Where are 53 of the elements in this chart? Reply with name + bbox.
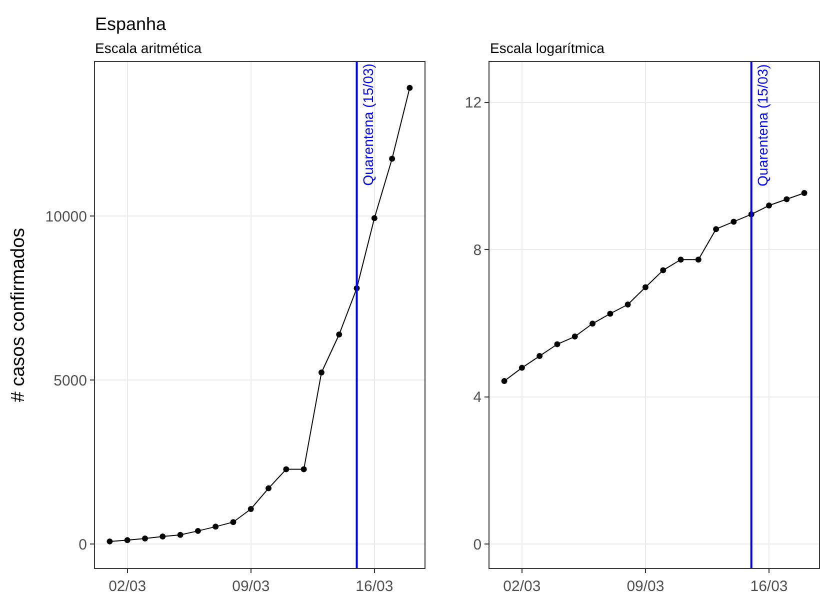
chart-subtitle: Escala aritmética bbox=[95, 40, 202, 56]
point bbox=[371, 215, 378, 222]
point bbox=[248, 506, 254, 512]
point bbox=[590, 320, 596, 327]
point bbox=[660, 267, 666, 274]
point bbox=[283, 466, 290, 472]
y-tick-label: 0 bbox=[473, 536, 482, 554]
x-tick-label: 16/03 bbox=[750, 578, 788, 595]
point bbox=[678, 256, 684, 263]
point bbox=[730, 218, 737, 225]
point bbox=[142, 535, 148, 542]
y-tick-label: 4 bbox=[473, 389, 482, 406]
chart-subtitle: Escala logarítmica bbox=[490, 40, 605, 56]
point bbox=[300, 466, 307, 472]
chart-title: Espanha bbox=[95, 14, 168, 34]
point bbox=[501, 378, 508, 384]
point bbox=[266, 485, 272, 492]
x-tick-label: 16/03 bbox=[356, 578, 394, 595]
point bbox=[124, 537, 130, 544]
point bbox=[784, 196, 790, 202]
point bbox=[801, 190, 808, 196]
y-tick-label: 12 bbox=[464, 94, 482, 112]
y-tick-label: 0 bbox=[78, 536, 87, 554]
point bbox=[642, 284, 648, 290]
y-tick-label: 5000 bbox=[54, 372, 87, 390]
point bbox=[389, 156, 396, 162]
point bbox=[177, 532, 184, 538]
point bbox=[572, 334, 578, 340]
point bbox=[336, 332, 342, 338]
x-tick-label: 02/03 bbox=[503, 578, 541, 595]
point bbox=[212, 524, 219, 530]
point bbox=[518, 364, 525, 371]
point bbox=[106, 538, 113, 544]
x-tick-label: 02/03 bbox=[108, 578, 146, 595]
y-tick-label: 8 bbox=[473, 242, 482, 259]
point bbox=[230, 519, 236, 526]
point bbox=[695, 256, 702, 263]
point bbox=[607, 310, 614, 317]
point bbox=[713, 226, 720, 232]
point bbox=[406, 84, 413, 91]
ref-line-label: Quarentena (15/03) bbox=[754, 64, 770, 186]
point bbox=[194, 528, 201, 534]
x-tick-label: 09/03 bbox=[232, 578, 270, 595]
y-axis-title: # casos confirmados bbox=[8, 228, 30, 402]
point bbox=[624, 302, 631, 308]
point bbox=[766, 202, 772, 209]
point bbox=[536, 353, 543, 360]
ref-line-label: Quarentena (15/03) bbox=[360, 64, 376, 186]
x-tick-label: 09/03 bbox=[626, 578, 664, 595]
point bbox=[318, 370, 324, 376]
point bbox=[554, 341, 560, 348]
point bbox=[160, 534, 166, 540]
y-tick-label: 10000 bbox=[45, 208, 87, 226]
